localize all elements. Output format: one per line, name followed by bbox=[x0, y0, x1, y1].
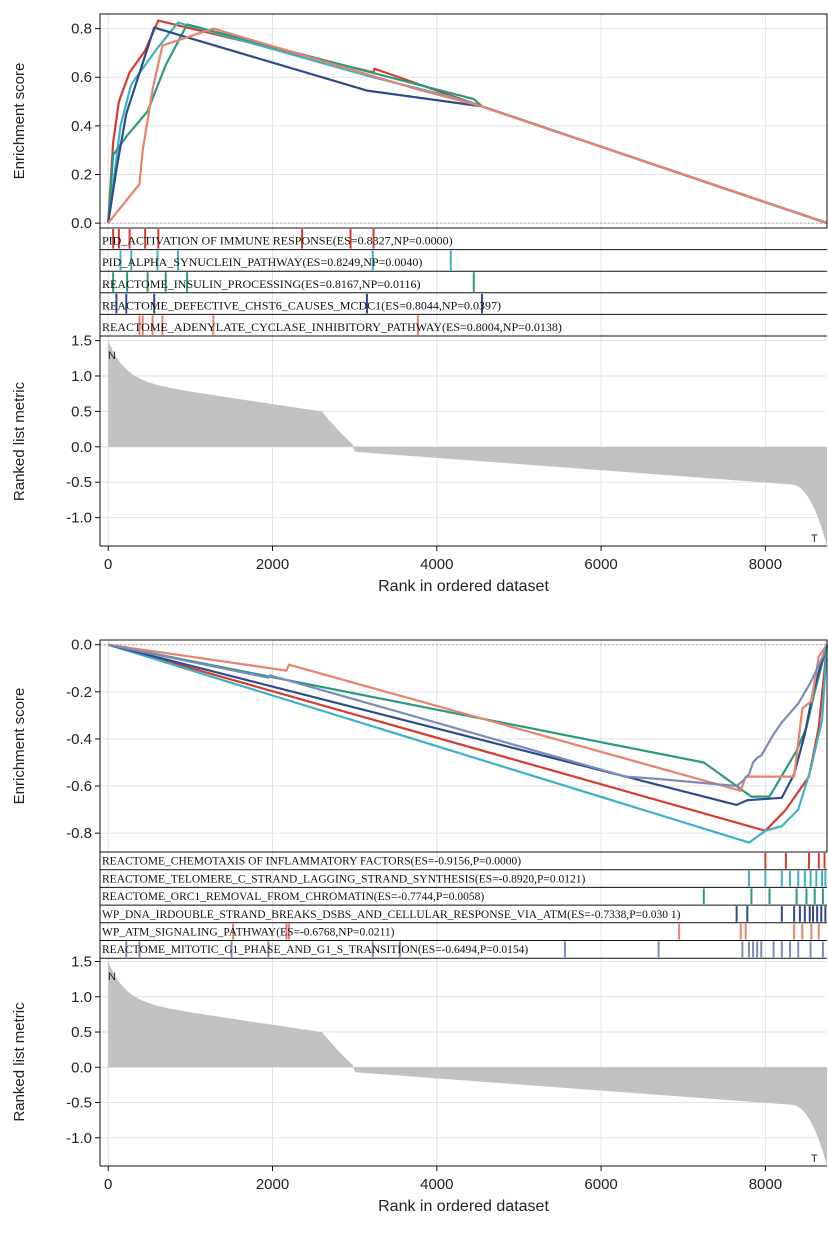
chart-panel-1: N T PID_ACTIVATION OF IMMUNE RESPONSE(ES=0… bbox=[11, 13, 828, 595]
y-tick-label: 0.6 bbox=[71, 69, 92, 86]
gene-set-label: REACTOME_ORC1_REMOVAL_FROM_CHROMATIN(ES=… bbox=[102, 891, 484, 903]
metric-label-bottom: T bbox=[811, 533, 818, 545]
es-curve bbox=[108, 643, 828, 792]
x-tick-label: 6000 bbox=[584, 556, 617, 573]
metric-axis-label: Ranked list metric bbox=[11, 381, 28, 501]
gene-set-label: PID_ALPHA_SYNUCLEIN_PATHWAY(ES=0.8249,NP… bbox=[102, 255, 422, 269]
es-curve bbox=[107, 23, 828, 225]
gene-set-label: REACTOME_DEFECTIVE_CHST6_CAUSES_MCDC1(ES… bbox=[102, 298, 501, 312]
x-axis-label: Rank in ordered dataset bbox=[378, 1198, 549, 1215]
es-frame bbox=[99, 13, 828, 229]
metric-y-tick-label: 0.0 bbox=[71, 439, 92, 456]
metric-y-tick-label: 1.0 bbox=[71, 368, 92, 385]
metric-y-tick-label: 0.5 bbox=[71, 1024, 92, 1041]
metric-label-top: N bbox=[108, 971, 116, 983]
y-tick-label: 0.0 bbox=[71, 215, 92, 232]
ranked-metric-area bbox=[108, 340, 827, 546]
metric-y-tick-label: -1.0 bbox=[66, 1130, 92, 1147]
y-tick-label: -0.4 bbox=[66, 731, 92, 748]
y-tick-label: 0.4 bbox=[71, 118, 92, 135]
metric-y-tick-label: 0.0 bbox=[71, 1059, 92, 1076]
metric-y-tick-label: -1.0 bbox=[66, 510, 92, 527]
x-tick-label: 8000 bbox=[749, 556, 782, 573]
metric-label-bottom: T bbox=[811, 1153, 818, 1165]
metric-y-tick-label: 1.5 bbox=[71, 333, 92, 350]
x-tick-label: 2000 bbox=[256, 556, 289, 573]
x-axis-label: Rank in ordered dataset bbox=[378, 578, 549, 595]
es-curve bbox=[107, 27, 828, 225]
gene-set-label: WP_DNA_IRDOUBLE_STRAND_BREAKS_DSBS_AND_C… bbox=[102, 909, 681, 921]
metric-y-tick-label: 1.5 bbox=[71, 954, 92, 971]
metric-y-tick-label: -0.5 bbox=[66, 1095, 92, 1112]
y-tick-label: -0.6 bbox=[66, 778, 92, 795]
gene-set-label: REACTOME_TELOMERE_C_STRAND_LAGGING_STRAN… bbox=[102, 873, 585, 885]
es-curve bbox=[107, 19, 828, 225]
x-tick-label: 8000 bbox=[749, 1176, 782, 1193]
y-tick-label: -0.2 bbox=[66, 684, 92, 701]
gene-set-label: REACTOME_ADENYLATE_CYCLASE_INHIBITORY_PA… bbox=[102, 320, 562, 334]
y-tick-label: 0.8 bbox=[71, 21, 92, 38]
gene-set-label: REACTOME_MITOTIC_G1_PHASE_AND_G1_S_TRANS… bbox=[102, 944, 528, 956]
y-axis-label: Enrichment score bbox=[11, 63, 28, 180]
x-tick-label: 0 bbox=[104, 556, 112, 573]
es-curve bbox=[107, 26, 828, 225]
es-curve bbox=[107, 643, 828, 788]
ranked-metric-area bbox=[108, 961, 827, 1166]
x-tick-label: 0 bbox=[104, 1176, 112, 1193]
gene-set-label: WP_ATM_SIGNALING_PATHWAY(ES=-0.6768,NP=0… bbox=[102, 927, 395, 939]
gene-set-label: REACTOME_INSULIN_PROCESSING(ES=0.8167,NP… bbox=[102, 277, 421, 291]
y-tick-label: 0.0 bbox=[71, 637, 92, 654]
metric-y-tick-label: 0.5 bbox=[71, 403, 92, 420]
x-tick-label: 2000 bbox=[256, 1176, 289, 1193]
x-tick-label: 4000 bbox=[420, 1176, 453, 1193]
metric-y-tick-label: 1.0 bbox=[71, 989, 92, 1006]
es-curve bbox=[107, 643, 828, 807]
y-tick-label: -0.8 bbox=[66, 825, 92, 842]
es-curve bbox=[107, 643, 828, 798]
x-tick-label: 6000 bbox=[584, 1176, 617, 1193]
metric-axis-label: Ranked list metric bbox=[11, 1002, 28, 1122]
y-tick-label: 0.2 bbox=[71, 167, 92, 184]
es-curve bbox=[107, 643, 828, 844]
metric-label-top: N bbox=[108, 350, 116, 362]
es-curve bbox=[107, 21, 828, 225]
gene-set-label: PID_ACTIVATION OF IMMUNE RESPONSE(ES=0.8… bbox=[102, 234, 453, 248]
x-tick-label: 4000 bbox=[420, 556, 453, 573]
metric-y-tick-label: -0.5 bbox=[66, 474, 92, 491]
gene-set-label: REACTOME_CHEMOTAXIS OF INFLAMMATORY FACT… bbox=[102, 856, 521, 868]
chart-panel-2: N T REACTOME_CHEMOTAXIS OF INFLAMMATORY FA… bbox=[11, 637, 828, 1215]
y-axis-label: Enrichment score bbox=[11, 688, 28, 805]
es-curve bbox=[107, 643, 828, 832]
